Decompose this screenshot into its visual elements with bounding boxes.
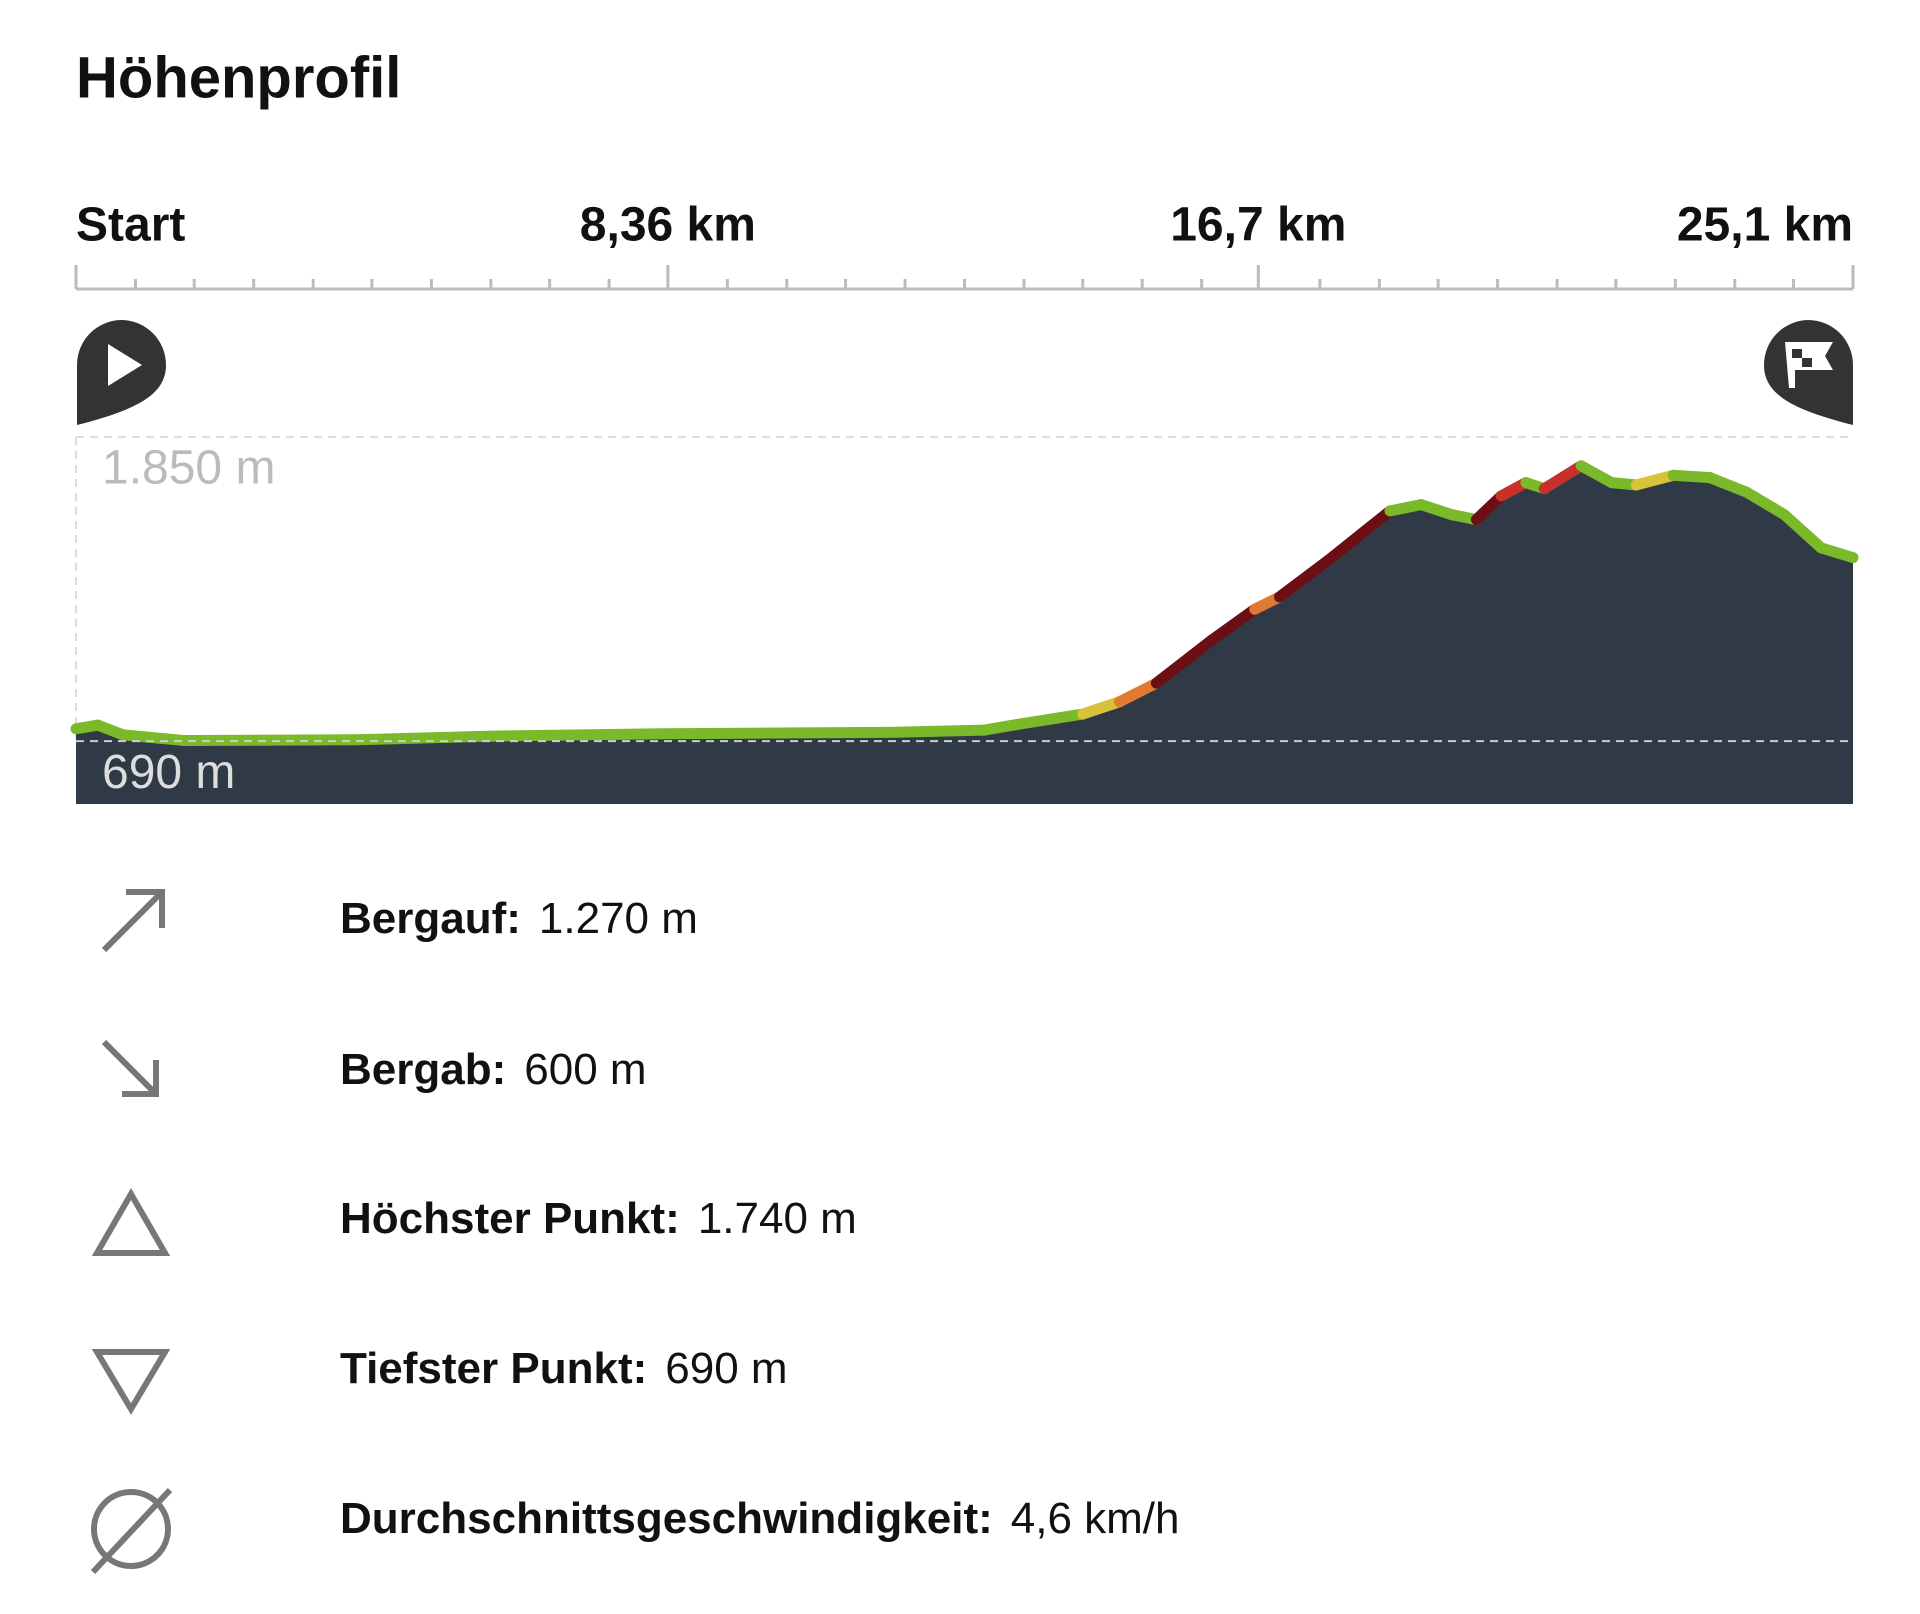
x-tick-label: 25,1 km [1677,199,1853,252]
icon-low [91,1349,171,1415]
icons [90,889,173,1575]
elevation-line [1274,554,1334,603]
elevation-line [658,726,892,740]
chart: Höhenprofil Start 8,36 km 16,7 km 25,1 km 69… [70,45,1859,804]
stat-row: Tiefster Punkt: 690 m [340,1339,788,1399]
finish-marker [1764,320,1853,425]
icon-avg-slash [90,1487,173,1575]
elevation-line [1741,486,1790,521]
stat-value: 1.270 m [538,894,698,943]
stat-value: 600 m [524,1045,647,1094]
icon-high [91,1187,171,1256]
elevation-line [117,729,190,747]
elevation-line [1150,634,1218,689]
x-tick-label: Start [76,199,185,252]
stat-label: Durchschnittsgeschwindigkeit: [340,1494,993,1543]
stat-label: Höchster Punkt: [340,1194,680,1243]
stat-value: 1.740 m [697,1194,857,1243]
icon-avg [91,1489,171,1569]
stat-row: Höchster Punkt: 1.740 m [340,1189,857,1249]
elevation-line [1630,469,1679,491]
elevation-line [178,734,362,747]
elevation-line [350,730,498,746]
title: Höhenprofil [76,45,401,110]
elevation-line [486,728,670,742]
elevation-line [1322,505,1396,566]
elevation-line [1704,472,1753,498]
stat-row: Bergab: 600 m [340,1040,647,1100]
elevation-line [1575,460,1618,489]
elevation-line [1667,469,1716,484]
icon-down [101,1039,159,1097]
stat-row: Bergauf: 1.270 m [340,889,698,949]
stat-label: Tiefster Punkt: [340,1344,648,1393]
x-tick-label: 16,7 km [1170,199,1346,252]
elevation-line [978,718,1027,736]
stat-label: Bergauf: [340,894,521,943]
stat-row: Durchschnittsgeschwindigkeit: 4,6 km/h [340,1489,1180,1549]
elevation-line [1815,542,1859,564]
stat-value: 690 m [665,1344,788,1393]
y-tick-label: 1.850 m [102,442,275,495]
stat-value: 4,6 km/h [1010,1494,1180,1543]
elevation-line [1778,509,1827,554]
stat-label: Bergab: [340,1045,507,1094]
elevation-line [880,724,990,738]
elevation-line [1015,708,1089,730]
y-tick-label: 690 m [102,746,235,799]
icon-up [101,889,165,953]
start-marker [77,320,166,425]
elevation-line [1077,696,1126,720]
elevation-line [1470,490,1507,526]
elevation-area [76,465,1853,804]
x-tick-label: 8,36 km [580,199,756,252]
elevation-line [1206,603,1261,646]
elevation-line [1538,460,1587,495]
elevation-line [1114,677,1162,708]
